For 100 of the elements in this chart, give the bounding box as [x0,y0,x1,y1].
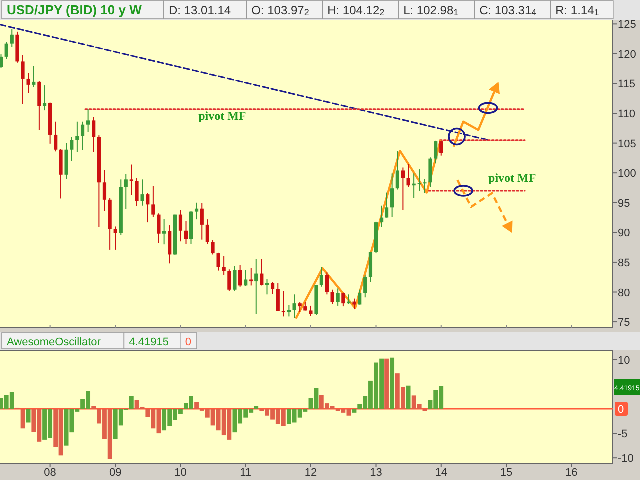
bar [384,358,389,409]
candlestick [80,121,85,151]
x-tick-label: 09 [109,467,122,479]
x-tick-label: 15 [500,467,513,479]
candlestick [222,256,226,276]
candlestick [86,108,90,132]
x-tick-label: 13 [370,467,382,479]
candlestick [320,266,324,288]
chart-title: USD/JPY (BID) 10 y W [7,2,143,18]
candlestick [92,116,96,153]
candlestick [347,294,351,305]
chart-title: AwesomeOscillator [7,336,102,348]
text: C: 103.314 [480,4,537,18]
candlestick [76,121,80,153]
candlestick [168,225,172,264]
candlestick [309,305,313,317]
candlestick [194,202,199,220]
y-tick-label: 95 [618,198,630,210]
bar [129,396,134,409]
candlestick [276,282,280,312]
candlestick [238,264,242,288]
candlestick [250,268,254,286]
y-tick-label: 115 [618,78,636,91]
candlestick [54,121,58,152]
text: L: 102.981 [404,4,459,18]
candlestick [270,282,275,295]
candlestick [152,186,156,218]
x-tick-label: 12 [304,467,318,479]
candlestick [260,258,264,286]
text: 4.41915 [129,336,169,348]
candlestick [401,167,405,211]
text: H: 104.122 [328,4,385,18]
candlestick [330,289,334,305]
x-tick-label: 14 [435,467,448,479]
candlestick [228,269,232,292]
candlestick [42,85,47,112]
candlestick [358,289,362,306]
candlestick [162,218,166,246]
candlestick [21,54,25,104]
candlestick [292,294,296,319]
bar [352,408,357,413]
candlestick [130,164,134,196]
candlestick [336,288,340,306]
text: R: 1.141 [556,4,600,18]
line-series [295,140,442,319]
candlestick [233,266,237,292]
candlestick [124,174,128,210]
text: D: 13.01.14 [169,4,232,18]
candlestick [157,213,161,244]
candlestick [140,179,144,206]
text: O: 103.972 [252,4,310,18]
candlestick [396,150,400,190]
candlestick [200,202,204,240]
candlestick [352,298,356,310]
x-tick-label: 11 [240,467,252,479]
candlestick [178,210,183,242]
y-tick-label: 100 [618,168,636,180]
y-tick-label: 110 [618,108,636,121]
y-tick-label: 80 [618,287,630,300]
candlestick [102,170,107,212]
candlestick [325,272,329,296]
x-tick-label: 10 [174,467,187,479]
bar [390,358,395,409]
y-tick-label: 75 [618,317,630,330]
candlestick [70,136,74,162]
text: 0 [185,336,192,348]
x-tick-label: 16 [565,467,578,479]
candlestick [206,219,210,244]
candlestick [434,140,438,164]
candlestick [428,157,432,188]
candlestick [254,258,258,315]
candlestick [32,66,36,88]
candlestick [0,54,4,69]
candlestick [216,252,220,272]
candlestick [406,164,410,188]
ref-line-label: 0 [618,404,624,416]
annotation: pivot MF [198,109,246,124]
candlestick [244,270,248,287]
candlestick [390,173,394,218]
y-tick-label: -5 [618,428,628,441]
bar [422,408,428,412]
y-tick-label: 105 [618,138,636,150]
candlestick [184,220,188,244]
candlestick [384,192,389,218]
candlestick [342,292,346,308]
bar [194,402,199,409]
candlestick [380,205,384,228]
y-tick-label: -10 [618,453,634,466]
y-tick-label: 10 [618,354,630,367]
candlestick [26,72,30,94]
annotation: pivot MF [488,171,536,186]
candlestick [287,304,291,318]
candlestick [440,140,444,156]
x-tick-label: 08 [44,467,56,479]
candlestick [298,302,302,314]
y-tick-label: 90 [618,228,630,240]
candlestick [364,275,368,298]
candlestick [4,42,8,60]
candlestick [10,29,14,48]
bar [20,408,26,429]
